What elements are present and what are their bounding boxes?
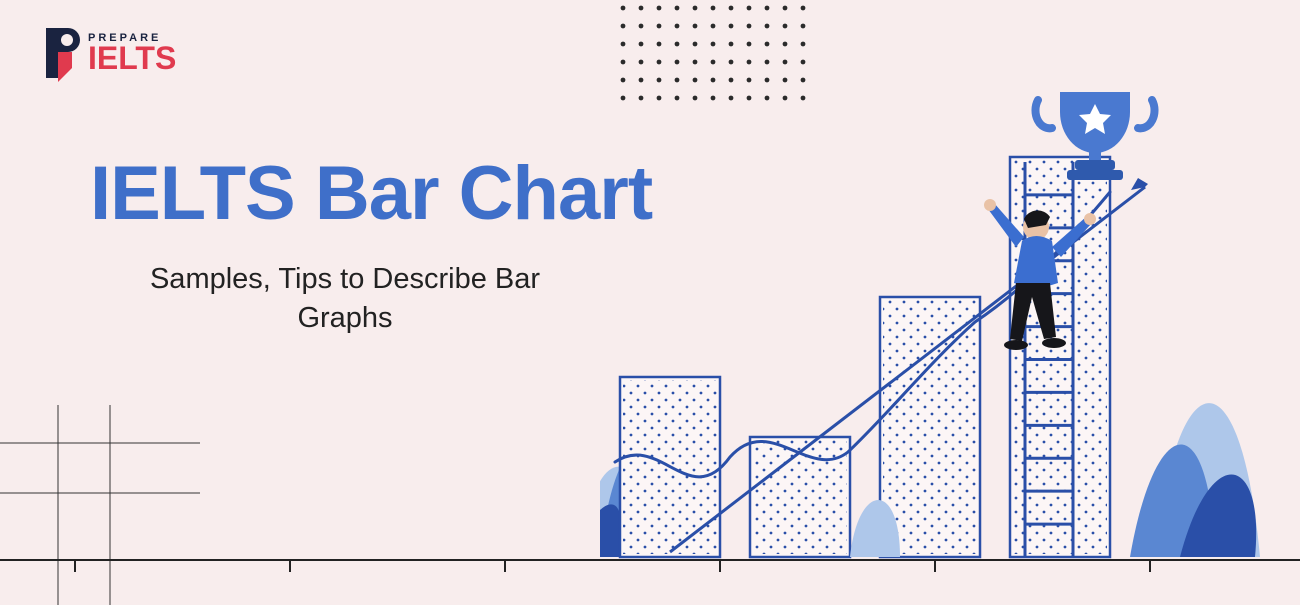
- bar-chart-illustration: [600, 12, 1300, 572]
- leaf-icon: [1130, 403, 1260, 557]
- logo-text: PREPARE IELTS: [88, 33, 176, 73]
- subhead-text: Samples, Tips to Describe Bar Graphs: [105, 260, 585, 338]
- cross-decoration: [0, 405, 200, 605]
- logo-ielts-text: IELTS: [88, 44, 176, 73]
- page-title: IELTS Bar Chart: [90, 150, 652, 237]
- logo-mark-icon: [40, 24, 82, 82]
- page-subtitle: Samples, Tips to Describe Bar Graphs: [105, 260, 585, 338]
- brand-logo: PREPARE IELTS: [40, 24, 176, 82]
- headline-text: IELTS Bar Chart: [90, 150, 652, 237]
